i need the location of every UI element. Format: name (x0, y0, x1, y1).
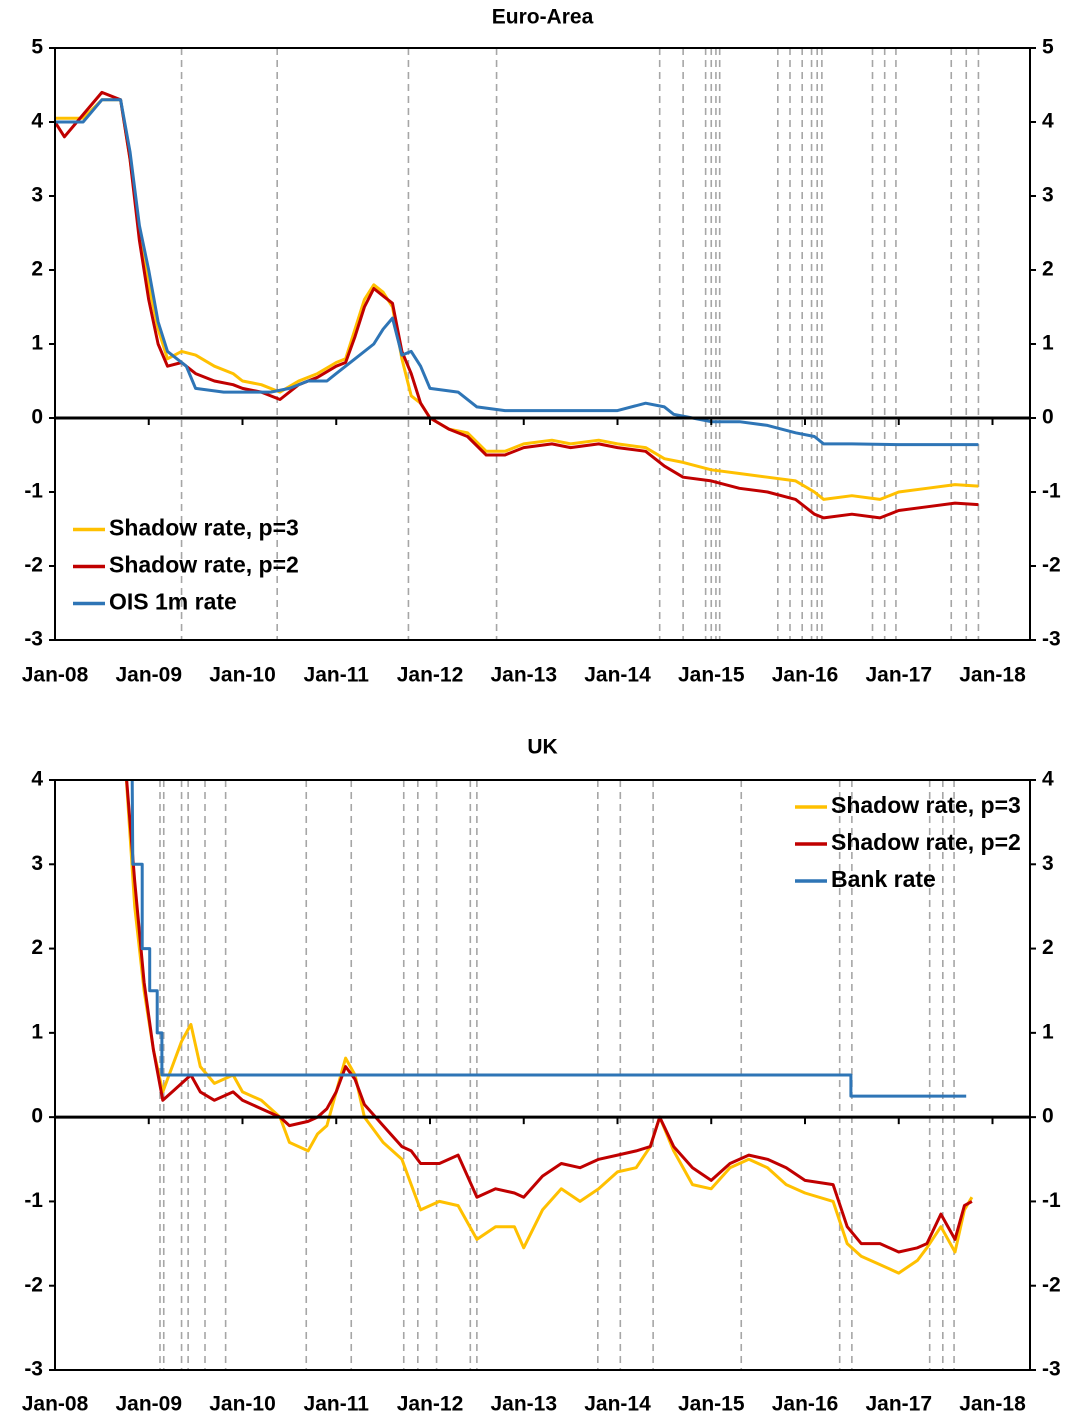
y-tick-label: -2 (24, 554, 43, 577)
y2-tick-label: -2 (1042, 554, 1061, 577)
x-tick-label: Jan-11 (304, 664, 370, 687)
x-tick-label: Jan-09 (115, 664, 182, 687)
x-tick-label: Jan-11 (304, 1393, 370, 1416)
y2-tick-label: 0 (1042, 1105, 1054, 1128)
y2-tick-label: 3 (1042, 852, 1054, 875)
panel: UK -3 -3 -2 -2 -1 -1 0 0 1 1 2 2 3 3 4 4 Jan-08 Jan-09 Jan-… (22, 736, 1061, 1416)
y-tick-label: 1 (31, 1020, 43, 1043)
y-tick-label: 0 (31, 1105, 43, 1128)
x-tick-label: Jan-09 (115, 1393, 182, 1416)
y-tick-label: 2 (31, 936, 43, 959)
x-tick-label: Jan-13 (490, 664, 557, 687)
y2-tick-label: -3 (1042, 1358, 1061, 1381)
x-tick-label: Jan-18 (959, 1393, 1026, 1416)
series-line (55, 90, 979, 520)
legend-text: Shadow rate, p=3 (109, 515, 299, 541)
x-tick-label: Jan-18 (959, 664, 1026, 687)
y2-tick-label: 2 (1042, 258, 1054, 281)
x-tick-label: Jan-13 (490, 1393, 557, 1416)
x-tick-label: Jan-08 (22, 664, 89, 687)
y2-tick-label: 0 (1042, 406, 1054, 429)
y-tick-label: 2 (31, 258, 43, 281)
series-line (55, 98, 979, 447)
y-tick-label: 4 (31, 768, 43, 791)
y-tick-label: -1 (24, 480, 43, 503)
y2-tick-label: -1 (1042, 1189, 1061, 1212)
panel: Euro-Area -3 -3 -2 -2 -1 -1 0 0 1 1 2 2 3 3 4 4 5 5 Jan-08 J… (22, 6, 1061, 687)
legend-text: Bank rate (831, 866, 936, 892)
x-tick-label: Jan-17 (865, 664, 932, 687)
y-tick-label: 3 (31, 184, 43, 207)
y2-tick-label: 2 (1042, 936, 1054, 959)
series-line (125, 780, 973, 1254)
y2-tick-label: 4 (1042, 768, 1054, 791)
y-tick-label: 3 (31, 852, 43, 875)
legend-text: Shadow rate, p=2 (831, 829, 1021, 855)
x-tick-label: Jan-10 (209, 664, 276, 687)
legend-text: OIS 1m rate (109, 589, 237, 615)
y2-tick-label: -1 (1042, 480, 1061, 503)
plot-frame (54, 779, 1031, 1371)
x-tick-label: Jan-14 (584, 664, 651, 687)
y2-tick-label: -3 (1042, 628, 1061, 651)
y-tick-label: 0 (31, 406, 43, 429)
x-tick-label: Jan-12 (397, 1393, 464, 1416)
legend-text: Shadow rate, p=3 (831, 792, 1021, 818)
x-tick-label: Jan-12 (397, 664, 464, 687)
y-tick-label: 1 (31, 332, 43, 355)
x-tick-label: Jan-16 (772, 1393, 839, 1416)
series-line (124, 780, 974, 1275)
x-tick-label: Jan-16 (772, 664, 839, 687)
chart-title: UK (527, 736, 557, 759)
x-tick-label: Jan-10 (209, 1393, 276, 1416)
x-tick-label: Jan-14 (584, 1393, 651, 1416)
y2-tick-label: 5 (1042, 36, 1054, 59)
legend-text: Shadow rate, p=2 (109, 552, 299, 578)
y-tick-label: 4 (31, 110, 43, 133)
x-tick-label: Jan-15 (678, 1393, 745, 1416)
y2-tick-label: 4 (1042, 110, 1054, 133)
series-line (130, 780, 967, 1098)
x-tick-label: Jan-15 (678, 664, 745, 687)
x-tick-label: Jan-08 (22, 1393, 89, 1416)
series-line (55, 98, 979, 501)
y-tick-label: -1 (24, 1189, 43, 1212)
plot-frame (54, 47, 1031, 641)
y-tick-label: -2 (24, 1273, 43, 1296)
y-tick-label: -3 (24, 1358, 43, 1381)
y2-tick-label: 1 (1042, 332, 1054, 355)
y-tick-label: -3 (24, 628, 43, 651)
y2-tick-label: -2 (1042, 1273, 1061, 1296)
y-tick-label: 5 (31, 36, 43, 59)
y2-tick-label: 3 (1042, 184, 1054, 207)
x-tick-label: Jan-17 (865, 1393, 932, 1416)
chart-title: Euro-Area (492, 6, 594, 29)
y2-tick-label: 1 (1042, 1020, 1054, 1043)
